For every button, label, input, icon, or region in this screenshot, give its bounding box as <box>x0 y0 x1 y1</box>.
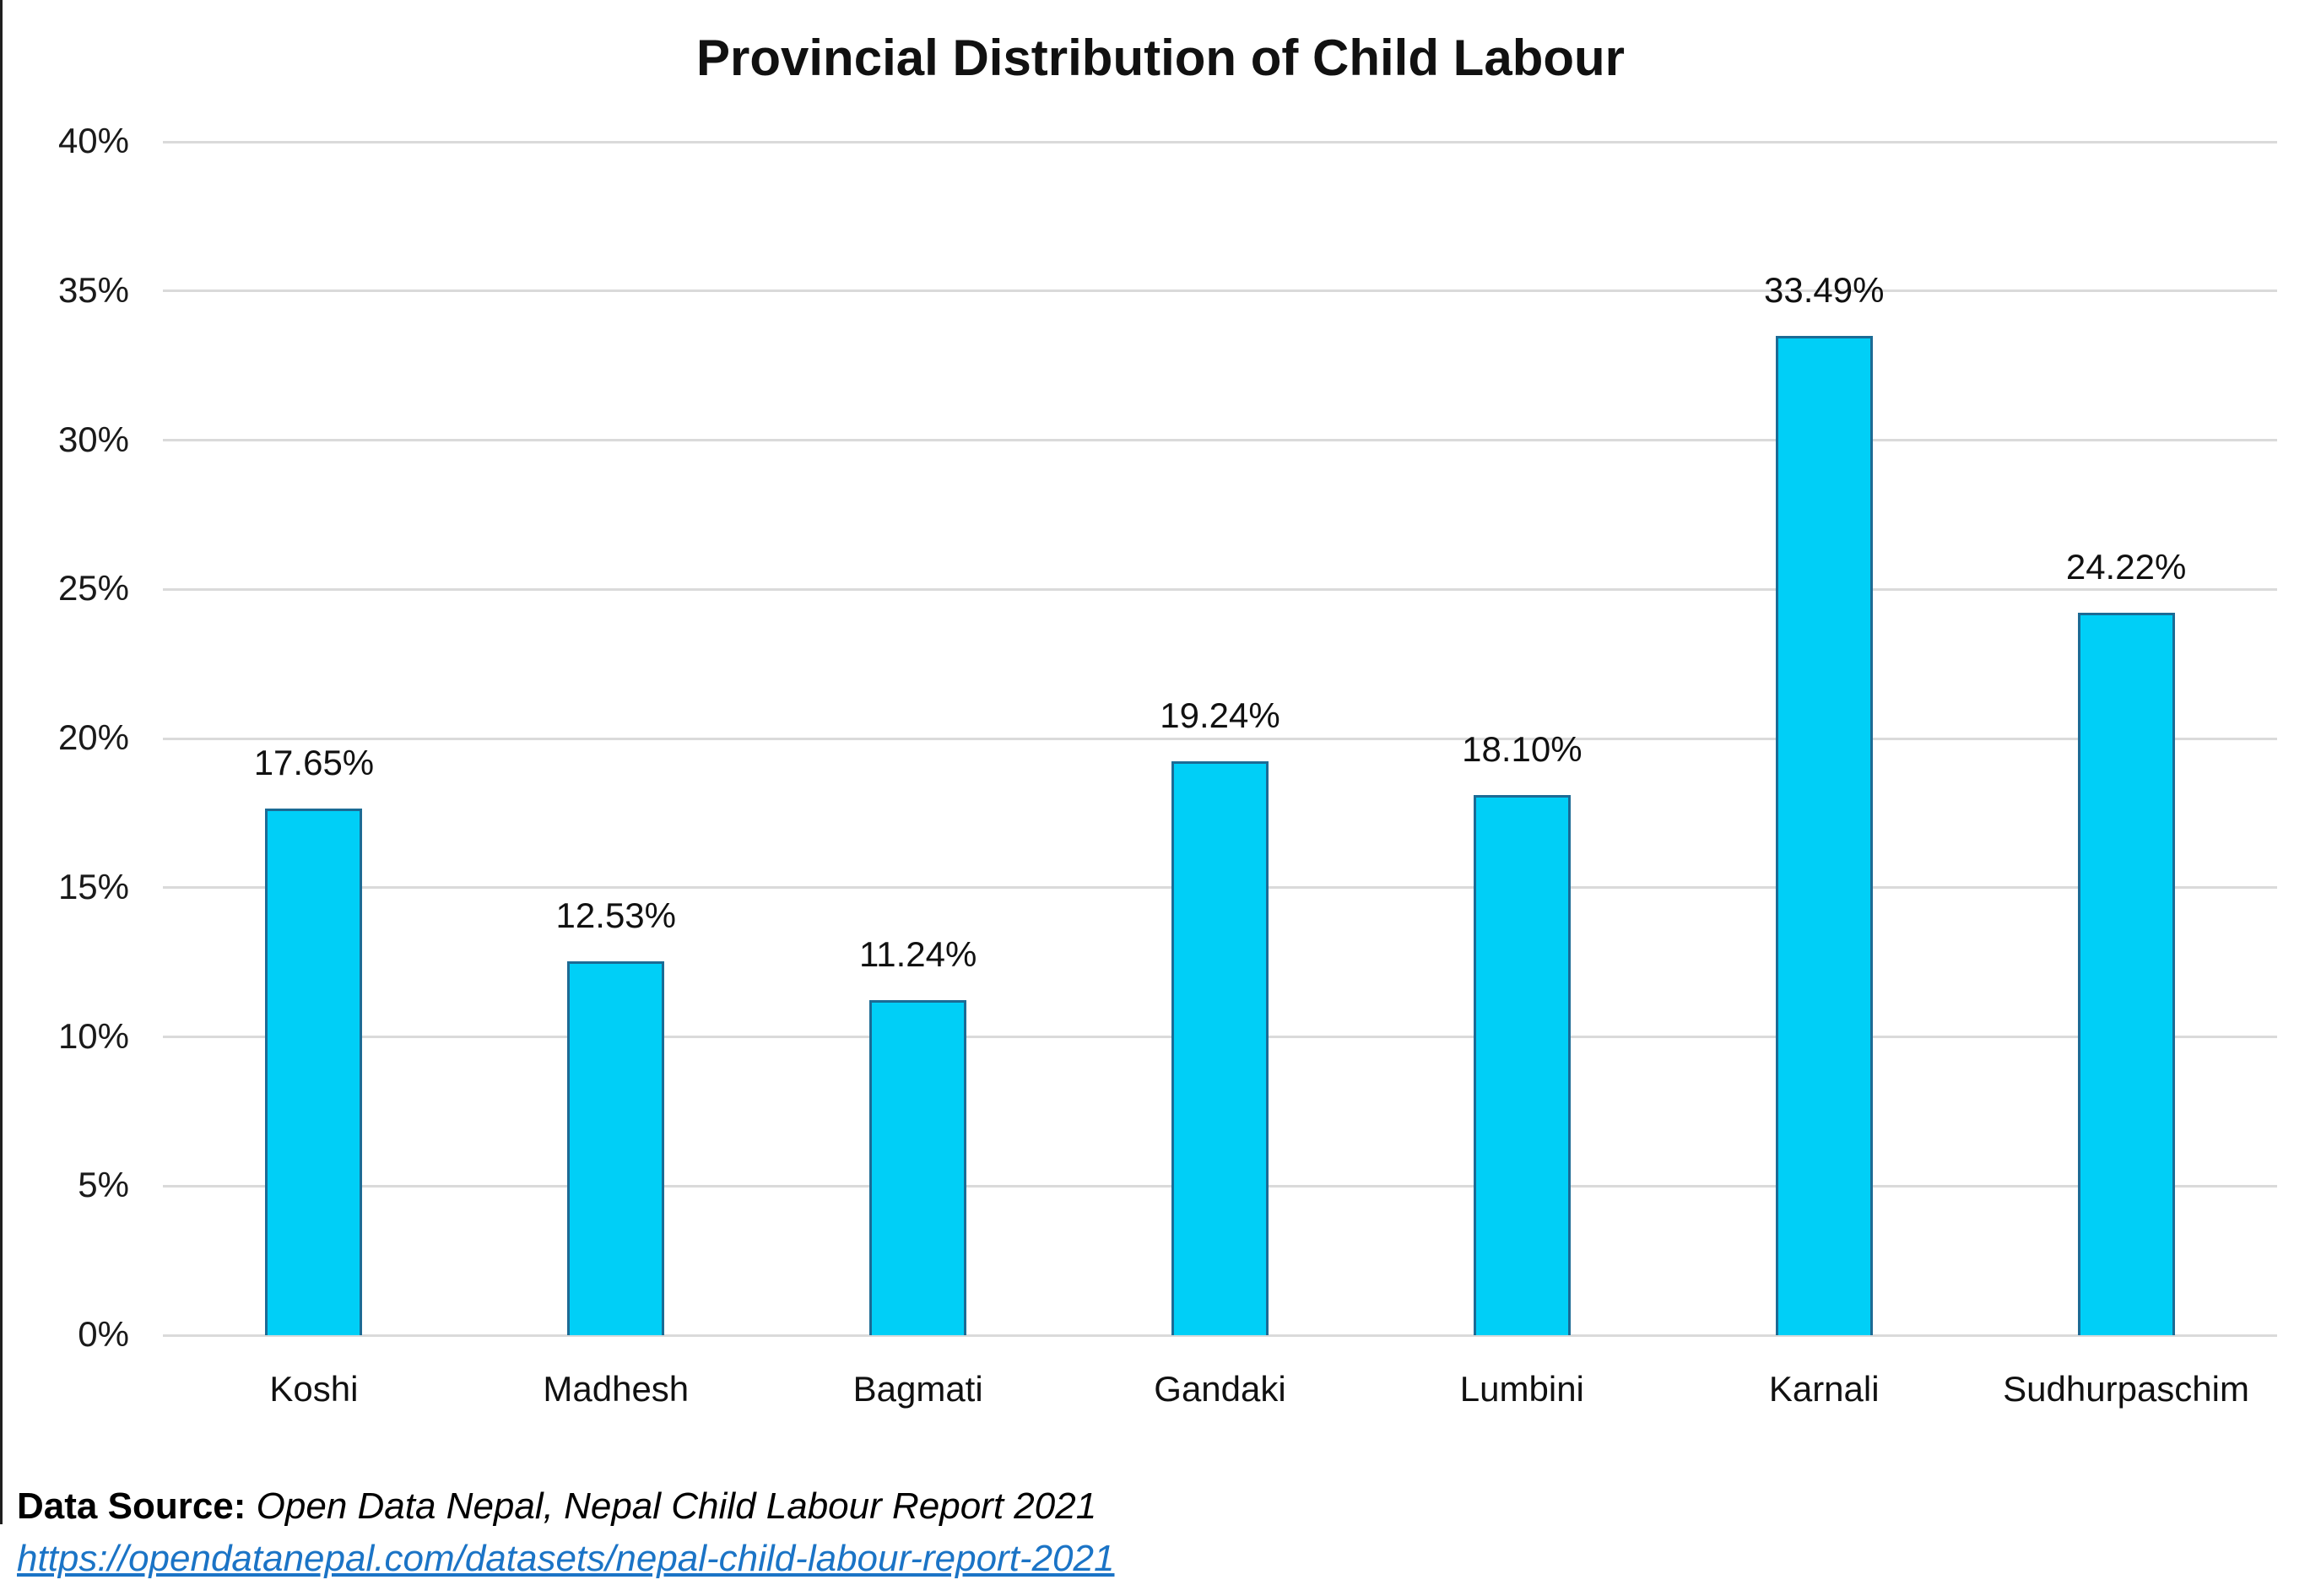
gridline-20% <box>163 737 2277 740</box>
y-tick-label-40%: 40% <box>57 121 129 161</box>
bar-value-label-gandaki: 19.24% <box>1160 695 1280 735</box>
data-source-link[interactable]: https://opendatanepal.com/datasets/nepal… <box>17 1538 1115 1579</box>
bar-karnali <box>1775 336 1873 1335</box>
bar-value-label-bagmati: 11.24% <box>858 933 977 974</box>
bar-koshi <box>265 809 363 1335</box>
bar-value-label-lumbini: 18.10% <box>1462 729 1582 770</box>
y-tick-label-30%: 30% <box>57 419 129 459</box>
y-tick-label-5%: 5% <box>78 1165 129 1205</box>
chart-title: Provincial Distribution of Child Labour <box>695 30 1625 86</box>
bar-gandaki <box>1171 760 1269 1335</box>
data-source-line: Data Source: Open Data Nepal, Nepal Chil… <box>17 1485 1096 1528</box>
y-tick-label-20%: 20% <box>57 717 129 758</box>
x-axis-label-gandaki: Gandaki <box>1154 1369 1286 1409</box>
gridline-35% <box>163 289 2277 293</box>
x-axis-label-karnali: Karnali <box>1768 1369 1880 1409</box>
y-tick-label-10%: 10% <box>57 1015 129 1056</box>
gridline-25% <box>163 587 2277 591</box>
gridline-40% <box>163 140 2277 143</box>
y-tick-label-15%: 15% <box>57 866 129 906</box>
bar-value-label-madhesh: 12.53% <box>555 895 677 936</box>
bar-value-label-koshi: 17.65% <box>253 743 375 783</box>
bar-sudhurpaschim <box>2077 612 2175 1335</box>
left-border-line <box>0 0 3 1524</box>
bar-value-label-sudhurpaschim: 24.22% <box>2065 546 2187 587</box>
y-tick-label-0%: 0% <box>78 1314 129 1355</box>
x-axis-label-lumbini: Lumbini <box>1459 1369 1584 1409</box>
x-axis-label-bagmati: Bagmati <box>852 1369 983 1409</box>
x-axis-label-sudhurpaschim: Sudhurpaschim <box>2003 1369 2249 1409</box>
bar-value-label-karnali: 33.49% <box>1763 270 1885 311</box>
y-tick-label-25%: 25% <box>57 568 129 609</box>
data-source-label: Data Source: <box>17 1485 246 1527</box>
y-tick-label-35%: 35% <box>57 269 129 310</box>
gridline-30% <box>163 439 2277 441</box>
x-axis-label-madhesh: Madhesh <box>543 1369 690 1409</box>
bar-lumbini <box>1473 795 1571 1335</box>
bar-madhesh <box>567 961 665 1335</box>
x-axis-label-koshi: Koshi <box>269 1369 359 1409</box>
data-source-text: Open Data Nepal, Nepal Child Labour Repo… <box>246 1485 1097 1527</box>
gridline-0% <box>163 1334 2277 1337</box>
bar-bagmati <box>869 999 967 1335</box>
